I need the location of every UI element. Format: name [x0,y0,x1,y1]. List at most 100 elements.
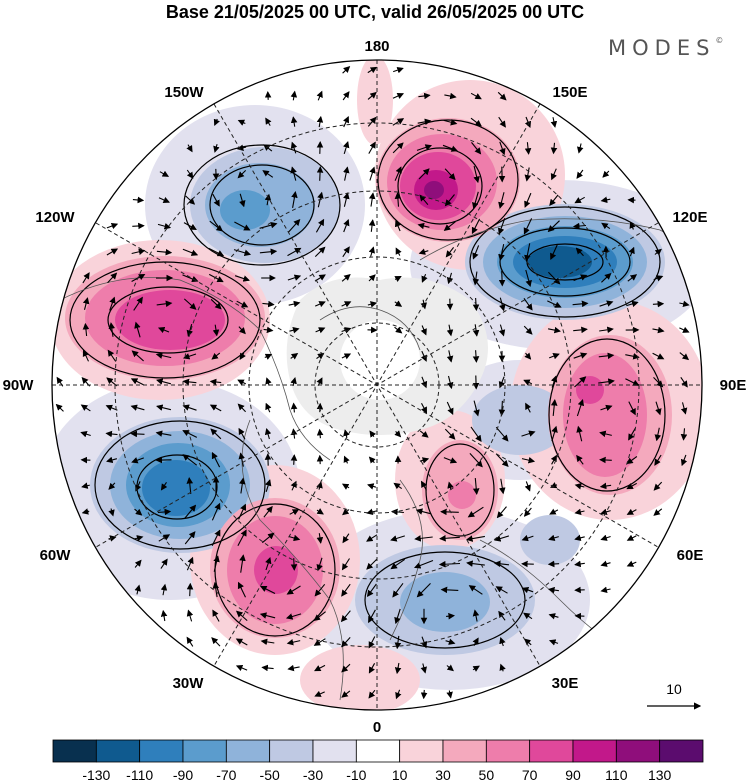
wind-vector-arrow [576,425,583,442]
wind-vector-arrow [159,170,170,177]
wind-vector-arrow [470,426,482,442]
wind-vector-arrow [472,324,480,337]
wind-vector-arrow [341,353,352,360]
wind-vector-arrow [235,610,248,622]
wind-vector-arrow [499,636,506,647]
wind-vector-arrow [157,326,170,334]
wind-vector-arrow [628,246,635,257]
colorbar-swatch [95,739,141,763]
wind-vector-arrow [521,534,534,542]
wind-vector-arrow [499,478,506,495]
wind-vector-arrow [183,298,197,310]
wind-vector-arrow [186,323,193,337]
wind-vector-arrow [265,117,272,126]
wind-vector-arrow [316,428,324,439]
wind-vector-arrow [628,428,636,441]
wind-vector-arrow [259,612,276,619]
map-title: Base 21/05/2025 00 UTC, valid 26/05/2025… [165,2,585,22]
wind-vector-arrow [576,398,585,417]
wind-vector-arrow [525,402,532,413]
wind-vector-arrow [444,194,455,207]
wind-vector-arrow [316,533,324,544]
map-boundary [51,59,703,711]
wind-vector-arrow [600,586,611,594]
wind-vector-arrow [446,401,454,416]
wind-vector-arrow [521,456,536,464]
wind-vector-arrow [80,431,91,438]
wind-vector-arrow [82,349,89,362]
wind-vector-arrow [158,196,171,204]
wind-vector-arrow [575,247,584,257]
lon-label-0: 0 [373,719,381,736]
wind-vector-arrow [368,689,376,699]
wind-vector-arrow [238,503,247,520]
wind-vector-arrow [472,665,480,672]
wind-vector-arrow [290,166,297,181]
wind-vector-arrow [182,353,197,360]
wind-vector-arrow [106,222,119,230]
wind-vector-arrow [264,353,273,360]
wind-vector-arrow [498,192,505,209]
wind-vector-arrow [414,535,433,542]
colorbar-ticks: -130 -110 -90 -70 -50 -30 -10 10 30 50 70 90 110 130 [82,767,671,783]
wind-vector-arrow [260,586,276,594]
wind-vector-arrow [445,638,456,645]
wind-vector-arrow [548,271,561,285]
wind-vector-arrow [679,326,690,333]
wind-vector-arrow [342,246,350,258]
wind-vector-arrow [574,534,585,542]
wind-vector-arrow [343,455,350,464]
wind-vector-arrow [262,170,274,178]
wind-vector-arrow [626,456,638,465]
wind-vector-arrow [366,534,378,542]
wind-vector-arrow [186,477,194,494]
wind-vector-arrow [472,350,480,363]
wind-vector-arrow [626,560,637,567]
colorbar-tick-label: -70 [216,767,236,783]
wind-vector-arrow [548,613,559,620]
wind-vector-arrow [573,326,588,334]
wind-vector-arrow [210,298,222,310]
anomaly-center-positive-160e [376,118,520,242]
wind-vector-arrow [316,166,324,181]
wind-vector-arrow [471,218,481,235]
wind-vector-arrow [186,556,194,571]
wind-vector-arrow [548,586,559,594]
wind-vector-arrow [265,402,272,413]
wind-vector-arrow [367,483,377,490]
wind-vector-arrow [182,378,197,386]
copyright-mark: © [715,36,724,45]
wind-vector-arrow [599,456,612,464]
wind-vector-arrow [182,430,198,438]
wind-vector-arrow [495,586,508,594]
wind-vector-arrow [132,196,145,204]
wind-vector-arrow [447,481,454,490]
wind-vector-arrow [446,375,454,390]
wind-vector-arrow [239,193,246,208]
wind-vector-arrow [156,300,173,308]
wind-vector-arrow [342,508,350,516]
wind-vector-arrow [263,144,273,152]
wind-vector-arrow [234,221,251,231]
wind-vector-arrow [340,610,351,623]
wind-vector-arrow [654,427,662,442]
wind-vector-arrow [420,636,428,649]
colorbar-swatch [485,739,531,763]
wind-vector-arrow [418,92,431,100]
wind-vector-arrow [157,222,172,230]
colorbar-swatch [225,739,271,763]
wind-vector-arrow [444,168,456,181]
wind-vector-arrow [523,297,533,311]
wind-vector-arrow [108,508,115,517]
wind-vector-arrow [521,430,536,437]
anomaly-center-negative-150w [190,147,340,263]
wind-vector-arrow [186,144,193,153]
wind-vector-arrow [421,273,428,283]
wind-vector-arrow [209,378,222,386]
wind-vector-arrow [288,534,301,542]
wind-vector-arrow [209,220,224,232]
wind-vector-arrow [394,635,402,650]
wind-vector-arrow [368,192,376,207]
wind-vector-arrow [211,637,221,647]
wind-vector-arrow [548,639,559,646]
